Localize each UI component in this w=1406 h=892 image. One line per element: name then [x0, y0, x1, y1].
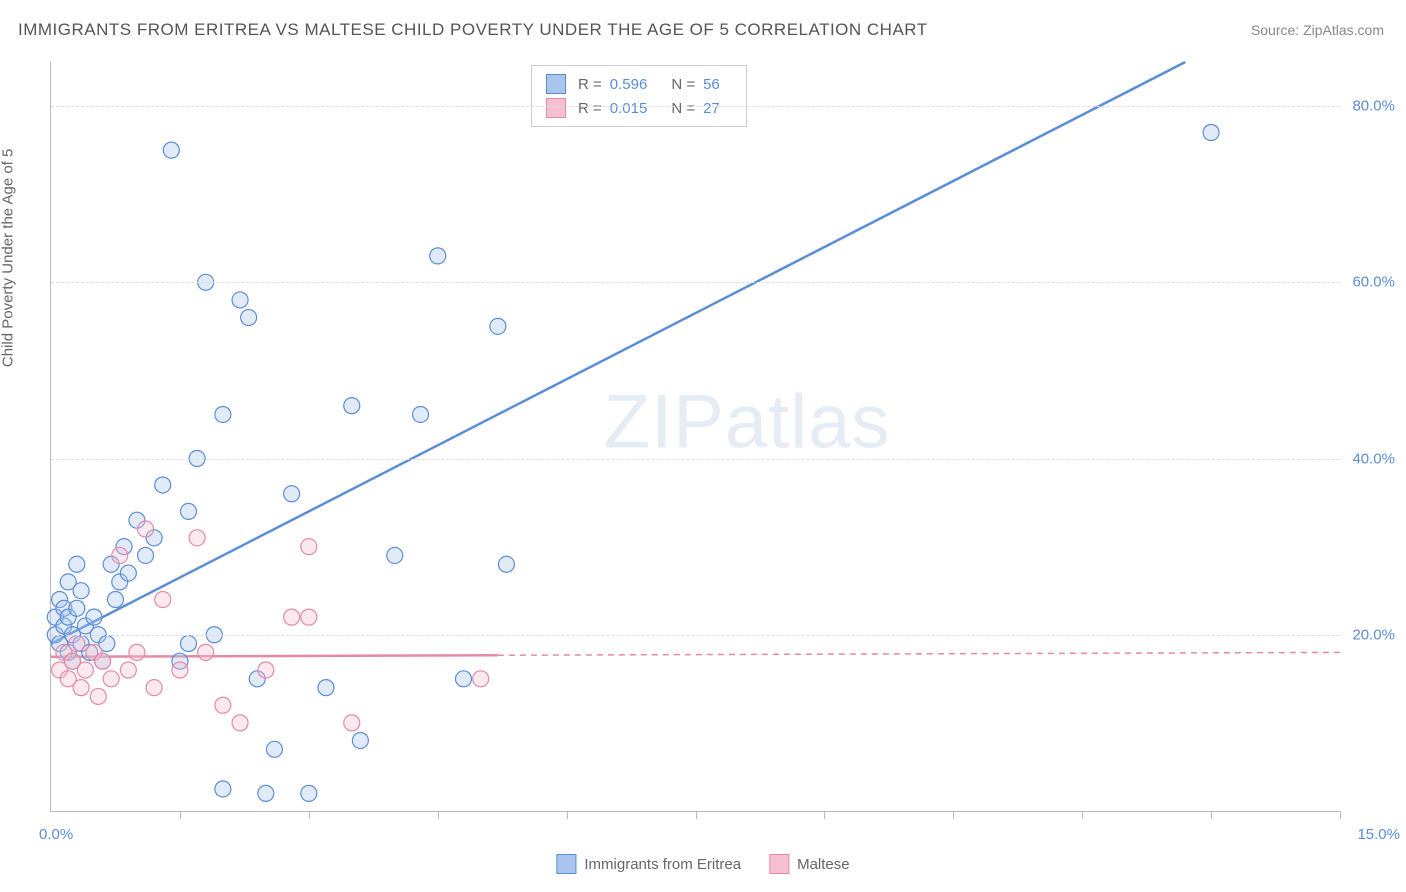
- x-tick-min-label: 0.0%: [39, 826, 73, 843]
- x-tick: [1082, 811, 1083, 819]
- gridline: [51, 635, 1340, 636]
- y-tick-label: 60.0%: [1345, 274, 1395, 291]
- x-tick: [824, 811, 825, 819]
- x-tick: [1340, 811, 1341, 819]
- x-tick: [438, 811, 439, 819]
- source-value: ZipAtlas.com: [1303, 22, 1384, 38]
- x-tick: [1211, 811, 1212, 819]
- legend-swatch-maltese: [769, 854, 789, 874]
- y-tick-label: 80.0%: [1345, 98, 1395, 115]
- gridline: [51, 106, 1340, 107]
- plot-area: ZIPatlas R = 0.596 N = 56 R = 0.015 N = …: [50, 62, 1340, 812]
- legend-swatch-eritrea: [556, 854, 576, 874]
- y-tick-label: 40.0%: [1345, 450, 1395, 467]
- legend-label-eritrea: Immigrants from Eritrea: [584, 856, 741, 873]
- chart-title: IMMIGRANTS FROM ERITREA VS MALTESE CHILD…: [18, 20, 928, 40]
- x-tick-max-label: 15.0%: [1357, 826, 1400, 843]
- legend-label-maltese: Maltese: [797, 856, 850, 873]
- x-tick: [309, 811, 310, 819]
- x-tick: [180, 811, 181, 819]
- gridline: [51, 282, 1340, 283]
- gridline: [51, 459, 1340, 460]
- x-tick: [567, 811, 568, 819]
- legend-item-maltese: Maltese: [769, 854, 850, 874]
- x-tick: [696, 811, 697, 819]
- y-tick-label: 20.0%: [1345, 626, 1395, 643]
- legend-bottom: Immigrants from Eritrea Maltese: [556, 854, 849, 874]
- plot-svg: [51, 62, 1340, 811]
- legend-item-eritrea: Immigrants from Eritrea: [556, 854, 741, 874]
- x-tick: [953, 811, 954, 819]
- source-attribution: Source: ZipAtlas.com: [1251, 22, 1384, 38]
- y-axis-title: Child Poverty Under the Age of 5: [0, 149, 17, 367]
- source-label: Source:: [1251, 22, 1299, 38]
